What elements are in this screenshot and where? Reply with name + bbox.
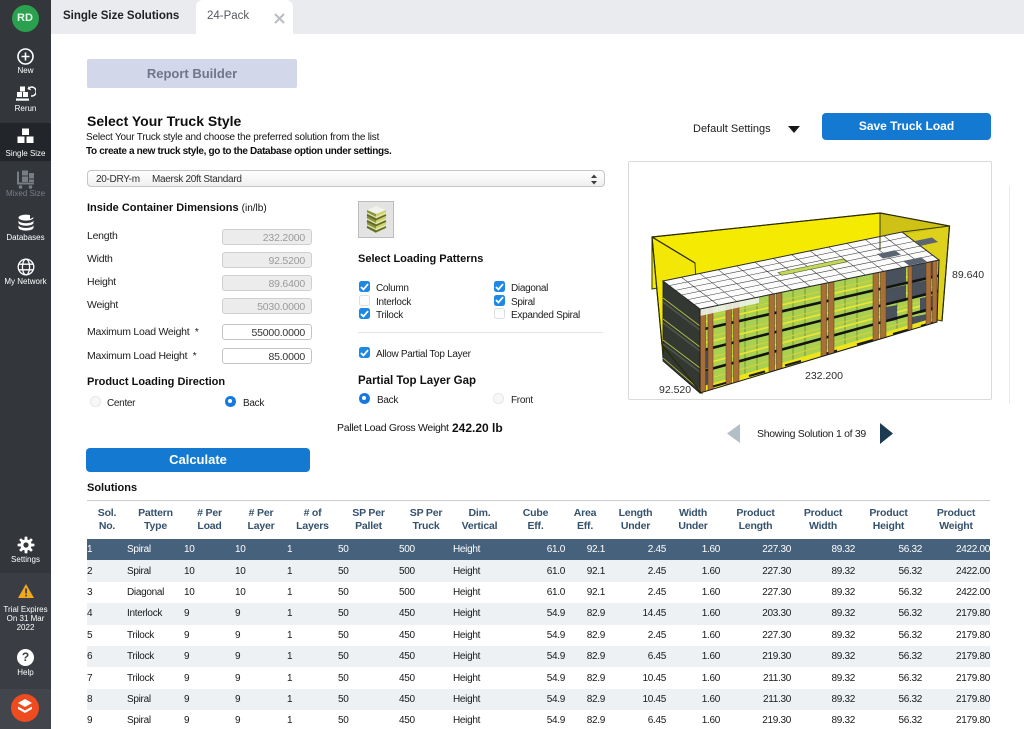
svg-text:232.200: 232.200 <box>805 370 843 382</box>
svg-text:89.640: 89.640 <box>952 269 984 281</box>
svg-text:92.520: 92.520 <box>659 384 691 396</box>
